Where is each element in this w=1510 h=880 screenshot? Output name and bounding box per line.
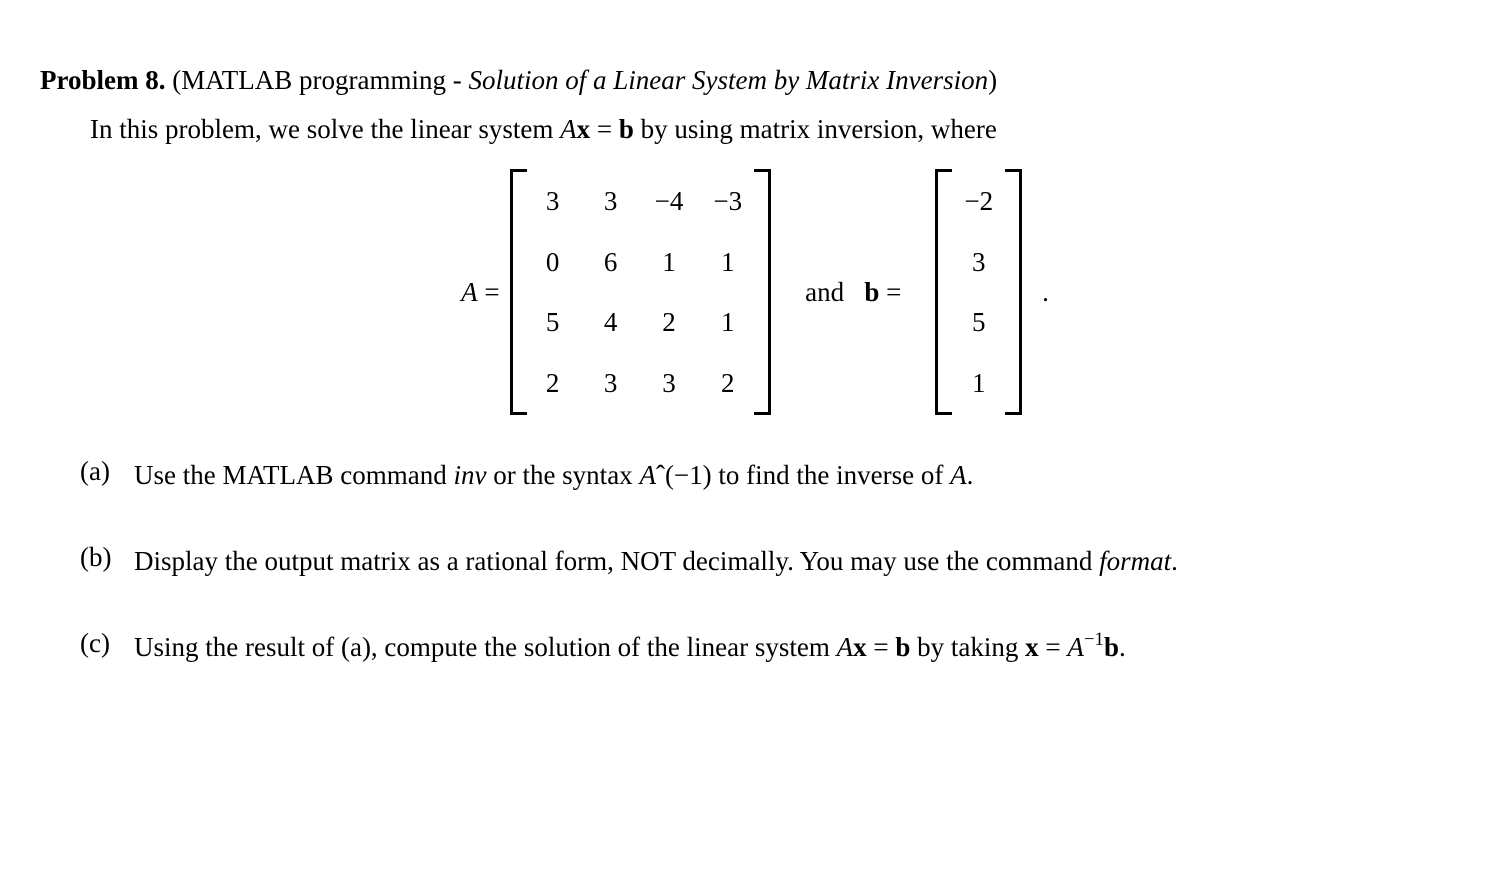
- part-c-t3: .: [1119, 632, 1126, 662]
- between-text: and b =: [775, 272, 931, 313]
- sol-b: b: [1104, 632, 1119, 662]
- intro-eq-b: b: [619, 114, 634, 144]
- part-c-axb: Ax = b: [837, 632, 911, 662]
- syntax-expr: Aˆ(−1): [639, 460, 711, 490]
- matrix-A: 33−4−3061154212332: [510, 169, 771, 415]
- matrix-b-eq: =: [879, 277, 901, 307]
- topic-suffix: ): [988, 65, 997, 95]
- intro-eq-A: A: [560, 114, 577, 144]
- matrix-cell: 2: [713, 363, 742, 404]
- problem-heading: Problem 8. (MATLAB programming - Solutio…: [40, 60, 1470, 101]
- inv-command: inv: [453, 460, 486, 490]
- syntax-caret: ˆ: [656, 460, 665, 490]
- part-c-eqeq: =: [867, 632, 896, 662]
- matrix-cell: 0: [539, 242, 567, 283]
- matrix-block: A = 33−4−3061154212332 and b = −2351 .: [40, 169, 1470, 415]
- matrix-cell: 3: [655, 363, 684, 404]
- format-command: format: [1099, 546, 1171, 576]
- part-b-t2: .: [1171, 546, 1178, 576]
- matrix-cell: 1: [655, 242, 684, 283]
- intro-eq-eq: =: [590, 114, 619, 144]
- matrix-cell: 3: [539, 181, 567, 222]
- matrix-cell: 3: [597, 181, 625, 222]
- matrix-cell: −3: [713, 181, 742, 222]
- intro-line: In this problem, we solve the linear sys…: [40, 109, 1470, 150]
- matrix-cell: 3: [597, 363, 625, 404]
- matrix-cell: 2: [655, 302, 684, 343]
- part-a-varA: A: [950, 460, 967, 490]
- matrix-b-grid: −2 3 5 1: [950, 169, 1007, 415]
- matrix-cell: −2: [964, 181, 993, 222]
- part-a: (a) Use the MATLAB command inv or the sy…: [40, 451, 1470, 501]
- matrix-cell: 5: [964, 302, 993, 343]
- matrix-cell: 1: [713, 242, 742, 283]
- syntax-arg: (−1): [665, 460, 712, 490]
- matrix-cell: 5: [539, 302, 567, 343]
- bracket-left-icon: [935, 169, 950, 415]
- matrix-A-eq: =: [478, 277, 500, 307]
- sol-x: x: [1025, 632, 1039, 662]
- matrix-cell: −4: [655, 181, 684, 222]
- part-c-solution: x = A−1b: [1025, 632, 1119, 662]
- bracket-right-icon: [756, 169, 771, 415]
- sol-A: A: [1067, 632, 1084, 662]
- matrix-A-var: A: [461, 277, 478, 307]
- topic-prefix: (MATLAB programming -: [172, 65, 468, 95]
- sol-exp: −1: [1084, 629, 1104, 650]
- part-b-body: Display the output matrix as a rational …: [134, 537, 1460, 587]
- part-a-label: (a): [80, 451, 134, 492]
- matrix-cell: 6: [597, 242, 625, 283]
- syntax-A: A: [639, 460, 656, 490]
- matrix-cell: 1: [964, 363, 993, 404]
- part-c-label: (c): [80, 623, 134, 664]
- matrix-cell: 2: [539, 363, 567, 404]
- matrix-cell: 3: [964, 242, 993, 283]
- problem-page: Problem 8. (MATLAB programming - Solutio…: [0, 0, 1510, 880]
- part-c-eqA: A: [837, 632, 854, 662]
- part-b-t1: Display the output matrix as a rational …: [134, 546, 1099, 576]
- part-a-body: Use the MATLAB command inv or the syntax…: [134, 451, 1460, 501]
- part-a-t3: to find the inverse of: [712, 460, 950, 490]
- part-c: (c) Using the result of (a), compute the…: [40, 623, 1470, 673]
- topic-italic: Solution of a Linear System by Matrix In…: [468, 65, 988, 95]
- part-b-label: (b): [80, 537, 134, 578]
- part-c-eqx: x: [853, 632, 867, 662]
- sol-eq: =: [1039, 632, 1068, 662]
- matrix-b-var: b: [864, 277, 879, 307]
- bracket-left-icon: [510, 169, 525, 415]
- matrix-A-grid: 33−4−3061154212332: [525, 169, 756, 415]
- matrix-cell: 4: [597, 302, 625, 343]
- problem-label: Problem 8.: [40, 65, 165, 95]
- part-b: (b) Display the output matrix as a ratio…: [40, 537, 1470, 587]
- and-word: and: [805, 277, 844, 307]
- matrix-b: −2 3 5 1: [935, 169, 1022, 415]
- fullstop: .: [1026, 272, 1049, 313]
- bracket-right-icon: [1007, 169, 1022, 415]
- part-a-t2: or the syntax: [486, 460, 639, 490]
- part-c-t2: by taking: [910, 632, 1025, 662]
- intro-eq-x: x: [577, 114, 591, 144]
- intro-suffix: by using matrix inversion, where: [634, 114, 997, 144]
- matrix-cell: 1: [713, 302, 742, 343]
- part-a-t4: .: [967, 460, 974, 490]
- part-c-t1: Using the result of (a), compute the sol…: [134, 632, 837, 662]
- part-a-t1: Use the MATLAB command: [134, 460, 453, 490]
- intro-prefix: In this problem, we solve the linear sys…: [90, 114, 560, 144]
- part-c-eqb: b: [895, 632, 910, 662]
- matrix-A-label: A =: [461, 272, 505, 313]
- part-c-body: Using the result of (a), compute the sol…: [134, 623, 1460, 673]
